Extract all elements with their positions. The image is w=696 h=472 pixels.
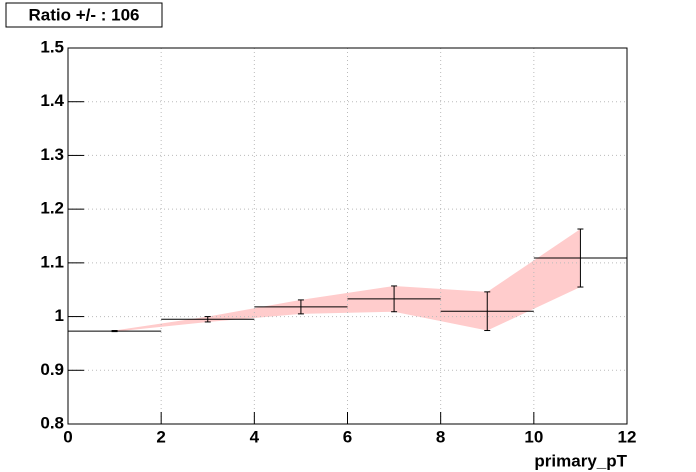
y-tick-label: 1.2 <box>40 199 64 218</box>
chart-title: Ratio +/- : 106 <box>28 5 139 24</box>
x-axis-label: primary_pT <box>534 451 627 470</box>
title-box <box>5 2 163 28</box>
y-tick-label: 0.8 <box>40 413 64 432</box>
x-tick-label: 6 <box>343 427 352 446</box>
x-tick-label: 2 <box>156 427 165 446</box>
x-tick-label: 8 <box>436 427 445 446</box>
x-tick-label: 10 <box>524 427 543 446</box>
y-tick-label: 1.1 <box>40 252 64 271</box>
x-tick-label: 0 <box>63 427 72 446</box>
x-tick-label: 4 <box>250 427 260 446</box>
y-tick-label: 1.3 <box>40 145 64 164</box>
error-band <box>114 229 581 332</box>
y-tick-label: 1.4 <box>40 91 64 110</box>
y-tick-label: 0.9 <box>40 360 64 379</box>
y-tick-label: 1.5 <box>40 37 64 56</box>
x-tick-label: 12 <box>618 427 637 446</box>
y-tick-label: 1 <box>55 306 64 325</box>
